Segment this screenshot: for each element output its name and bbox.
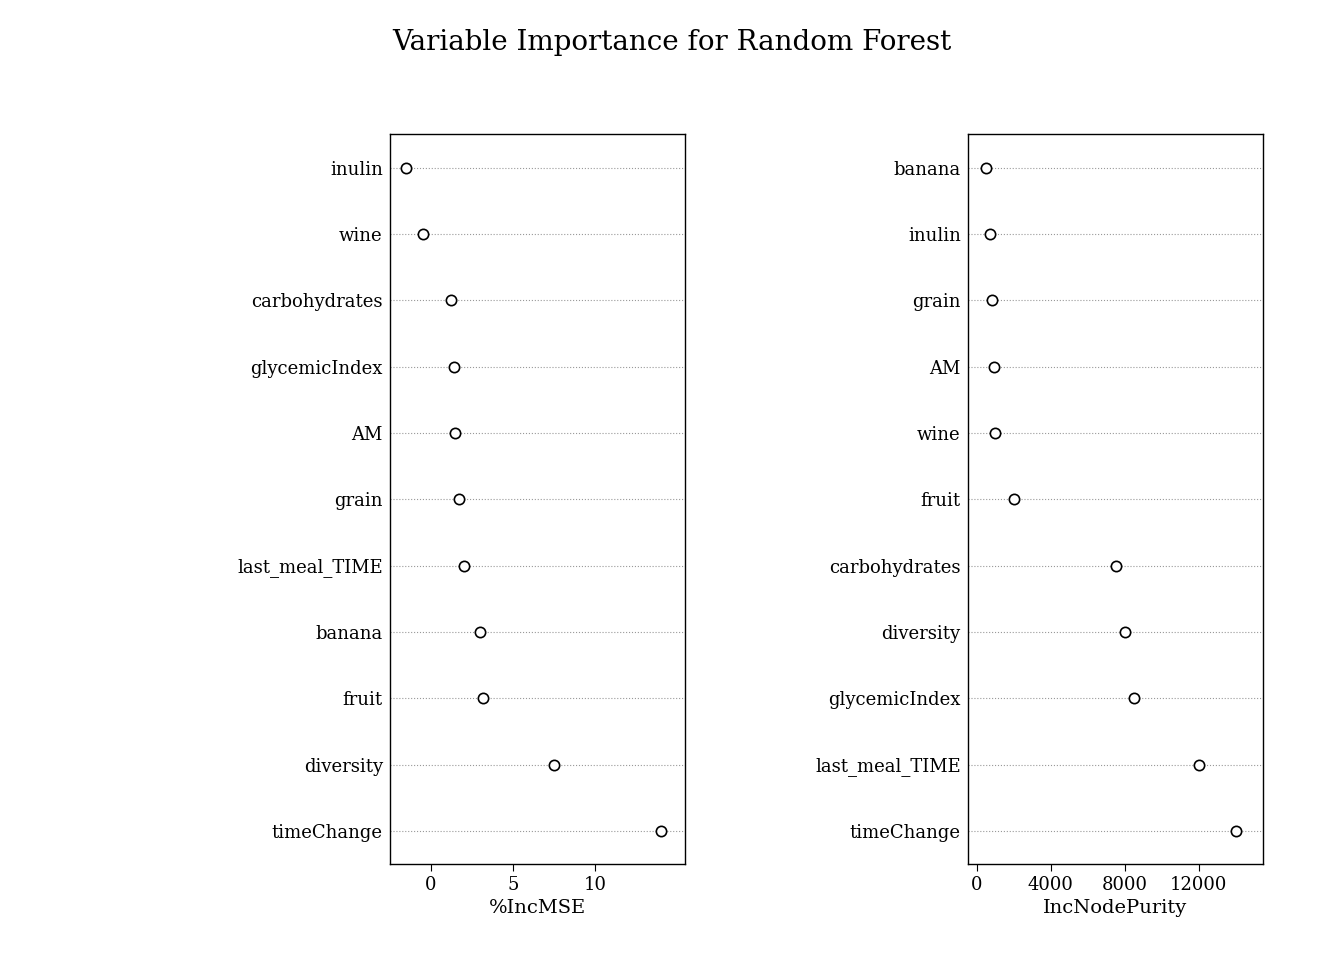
- Point: [976, 160, 997, 176]
- Point: [1003, 492, 1024, 507]
- Point: [978, 227, 1000, 242]
- Point: [469, 624, 491, 639]
- Point: [473, 690, 495, 706]
- Point: [981, 293, 1003, 308]
- Point: [650, 823, 672, 838]
- Point: [1114, 624, 1136, 639]
- Text: Variable Importance for Random Forest: Variable Importance for Random Forest: [392, 29, 952, 56]
- Point: [448, 492, 469, 507]
- Point: [1188, 756, 1210, 772]
- X-axis label: %IncMSE: %IncMSE: [489, 900, 586, 918]
- Point: [1105, 558, 1126, 573]
- Point: [445, 425, 466, 441]
- Point: [439, 293, 461, 308]
- Point: [395, 160, 417, 176]
- Point: [1224, 823, 1246, 838]
- Point: [453, 558, 474, 573]
- Point: [543, 756, 564, 772]
- Point: [444, 359, 465, 374]
- Point: [411, 227, 433, 242]
- Point: [982, 359, 1004, 374]
- Point: [985, 425, 1007, 441]
- Point: [1124, 690, 1145, 706]
- X-axis label: IncNodePurity: IncNodePurity: [1043, 900, 1188, 918]
